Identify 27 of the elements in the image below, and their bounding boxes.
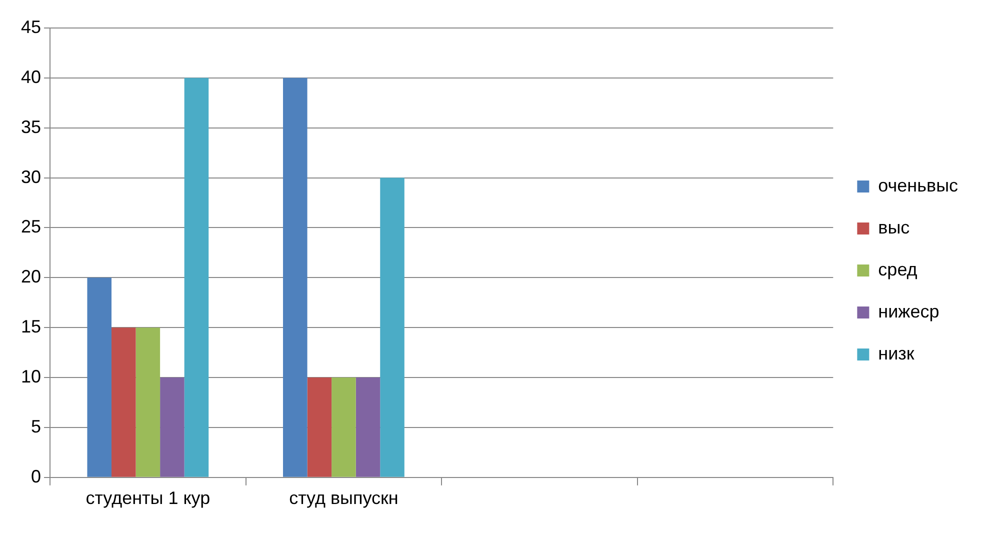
y-tick-label: 45 — [20, 16, 42, 37]
bar — [136, 328, 160, 477]
y-tick-label: 35 — [20, 116, 42, 137]
y-tick-label: 15 — [20, 316, 42, 337]
bar — [160, 378, 184, 477]
bar — [356, 378, 380, 477]
y-tick-label: 10 — [20, 366, 42, 386]
bar — [332, 378, 356, 477]
legend-label: нижеср — [878, 301, 940, 322]
bar — [112, 328, 136, 477]
y-tick-label: 0 — [31, 466, 42, 486]
bar — [87, 278, 112, 477]
x-tick-label: студенты 1 кур — [86, 488, 210, 508]
y-tick-label: 25 — [20, 216, 42, 237]
bar — [380, 178, 404, 477]
y-tick-label: 40 — [20, 66, 42, 87]
x-tick-label: студ выпускн — [289, 488, 398, 508]
y-tick-label: 5 — [31, 416, 42, 436]
bar — [283, 78, 308, 477]
legend-label: выс — [878, 217, 910, 238]
legend-label: низк — [878, 343, 914, 364]
legend-label: оченьвыс — [878, 175, 958, 196]
y-tick-label: 20 — [20, 266, 42, 287]
legend-label: сред — [878, 259, 918, 280]
bar — [184, 78, 209, 477]
y-tick-label: 30 — [20, 166, 42, 187]
bar — [307, 378, 332, 477]
